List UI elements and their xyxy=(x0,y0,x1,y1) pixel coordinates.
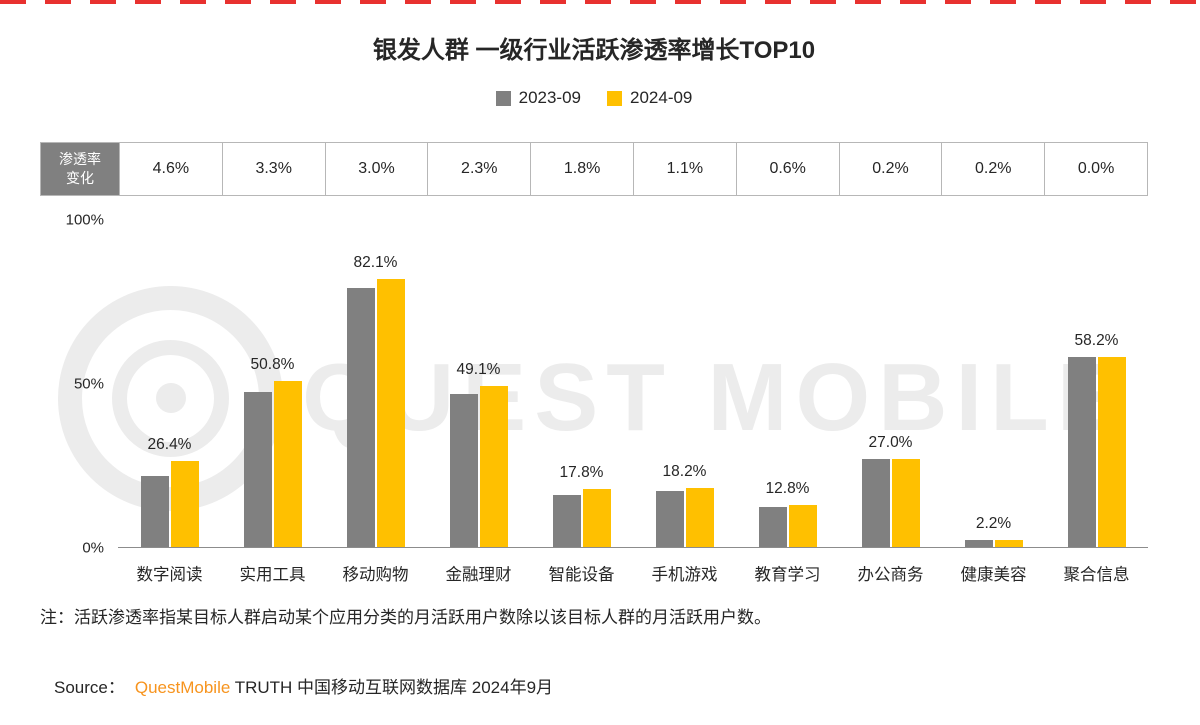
bar-group-9: 2.2% 健康美容 xyxy=(942,220,1045,584)
change-table-header: 渗透率 变化 xyxy=(41,143,119,195)
bar-2024-09 xyxy=(582,488,611,547)
category-label: 实用工具 xyxy=(239,566,306,584)
legend-label-2024: 2024-09 xyxy=(630,88,693,107)
legend-item-2023: 2023-09 xyxy=(495,88,581,108)
change-value-cell: 4.6% xyxy=(119,143,222,195)
source-brand: QuestMobile xyxy=(134,678,231,697)
footnote: 注：活跃渗透率指某目标人群启动某个应用分类的月活跃用户数除以该目标人群的月活跃用… xyxy=(40,608,771,627)
change-value-cell: 3.0% xyxy=(324,143,428,195)
change-value-cell: 1.8% xyxy=(530,143,633,195)
bar-2023-09 xyxy=(1067,356,1096,547)
bar-group-7: 12.8% 教育学习 xyxy=(736,220,839,584)
source-suffix: TRUTH 中国移动互联网数据库 2024年9月 xyxy=(230,678,554,697)
category-label: 办公商务 xyxy=(857,566,924,584)
bar-group-5: 17.8% 智能设备 xyxy=(530,220,633,584)
bar-2024-09 xyxy=(685,487,714,547)
category-label: 金融理财 xyxy=(445,566,512,584)
bar-2024-09 xyxy=(788,505,817,547)
bar-2024-09 xyxy=(170,460,199,547)
bar-group-10: 58.2% 聚合信息 xyxy=(1045,220,1148,584)
bar-group-1: 26.4% 数字阅读 xyxy=(118,220,221,584)
bar-2023-09 xyxy=(243,391,272,547)
change-value-cell: 0.6% xyxy=(735,143,839,195)
y-tick-100: 100% xyxy=(65,211,104,229)
bar-group-4: 49.1% 金融理财 xyxy=(427,220,530,584)
value-label: 82.1% xyxy=(353,253,398,271)
category-label: 智能设备 xyxy=(548,566,615,584)
bar-2024-09 xyxy=(479,386,508,547)
change-table-cells: 4.6% 3.3% 3.0% 2.3% 1.8% 1.1% 0.6% 0.2% 0.2% 0.0% xyxy=(119,143,1147,195)
bar-group-3: 82.1% 移动购物 xyxy=(324,220,427,584)
bar-2023-09 xyxy=(964,540,993,547)
bar-2023-09 xyxy=(449,393,478,547)
change-value-cell: 0.0% xyxy=(1044,143,1147,195)
bar-2023-09 xyxy=(861,459,890,547)
value-label: 12.8% xyxy=(765,480,810,498)
bar-2024-09 xyxy=(376,278,405,547)
bar-2024-09 xyxy=(891,458,920,547)
category-label: 健康美容 xyxy=(960,566,1027,584)
value-label: 18.2% xyxy=(662,462,707,480)
bar-2023-09 xyxy=(758,507,787,547)
bar-group-6: 18.2% 手机游戏 xyxy=(633,220,736,585)
category-label: 手机游戏 xyxy=(651,566,718,584)
bar-2024-09 xyxy=(994,539,1023,547)
chart-title: 银发人群 一级行业活跃渗透率增长TOP10 xyxy=(372,37,816,64)
bar-2024-09 xyxy=(1097,356,1126,547)
legend-swatch-2023-icon xyxy=(495,90,511,106)
value-label: 27.0% xyxy=(868,433,913,451)
bar-2023-09 xyxy=(140,475,169,547)
y-axis: 100% 50% 0% xyxy=(40,212,118,557)
value-label: 2.2% xyxy=(975,514,1012,532)
bar-group-8: 27.0% 办公商务 xyxy=(839,220,942,584)
change-value-cell: 1.1% xyxy=(632,143,736,195)
change-value-cell: 3.3% xyxy=(221,143,325,195)
legend-label-2023: 2023-09 xyxy=(518,88,581,107)
y-tick-0: 0% xyxy=(82,539,104,557)
y-tick-50: 50% xyxy=(73,375,104,393)
plot-area: 26.4% 数字阅读 50.8% 实用工具 82.1% 移动购物 49.1% 金融理财 17.8… xyxy=(118,220,1148,585)
legend-swatch-2024-icon xyxy=(607,90,622,106)
category-label: 移动购物 xyxy=(342,566,409,584)
category-label: 数字阅读 xyxy=(136,566,203,584)
bar-chart: QUEST MOBILE 100% 50% 0% 26.4% 数字阅读 50.8% 实… xyxy=(40,212,1148,585)
value-label: 17.8% xyxy=(559,463,604,481)
value-label: 49.1% xyxy=(456,361,501,379)
value-label: 26.4% xyxy=(147,435,192,453)
bar-2023-09 xyxy=(655,491,684,547)
source-prefix: Source： xyxy=(54,678,125,697)
source-line: Source： QuestMobile TRUTH 中国移动互联网数据库 2024… xyxy=(40,676,1148,700)
bar-2024-09 xyxy=(273,380,302,547)
change-value-cell: 2.3% xyxy=(427,143,531,195)
torn-edge-decoration xyxy=(0,0,1200,4)
bar-2023-09 xyxy=(552,494,581,547)
chart-legend: 2023-09 2024-09 xyxy=(40,88,1148,108)
category-label: 聚合信息 xyxy=(1063,566,1130,584)
penetration-change-table: 渗透率 变化 4.6% 3.3% 3.0% 2.3% 1.8% 1.1% 0.6% 0.2% 0… xyxy=(40,142,1148,196)
category-label: 教育学习 xyxy=(754,566,821,584)
change-value-cell: 0.2% xyxy=(941,143,1045,195)
value-label: 50.8% xyxy=(250,355,295,373)
bar-2023-09 xyxy=(346,288,375,547)
legend-item-2024: 2024-09 xyxy=(607,88,692,108)
change-value-cell: 0.2% xyxy=(838,143,942,195)
value-label: 58.2% xyxy=(1074,331,1119,349)
bar-group-2: 50.8% 实用工具 xyxy=(221,220,324,584)
